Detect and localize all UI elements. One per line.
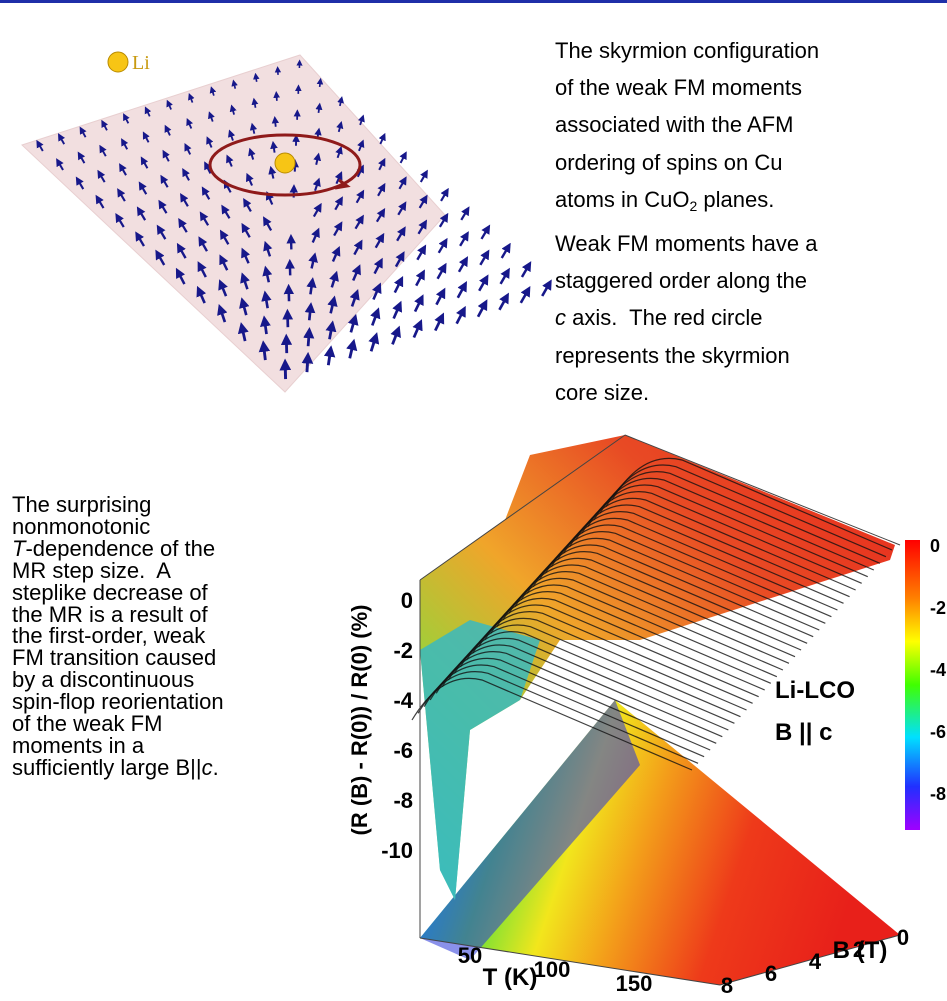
- spin-arrow: [350, 344, 353, 358]
- spin-arrow: [320, 81, 321, 87]
- spin-arrow: [319, 106, 320, 113]
- spin-arrow: [416, 274, 422, 286]
- spin-arrow: [265, 321, 267, 334]
- spin-arrow: [254, 101, 255, 108]
- caption-line: of the weak FM moments: [555, 75, 802, 100]
- spin-arrow: [371, 338, 375, 352]
- caption-line: core size.: [555, 380, 649, 405]
- li-atom: [275, 153, 295, 173]
- spin-arrow: [372, 312, 377, 325]
- spin-arrow: [458, 286, 465, 298]
- caption-line: .: [213, 755, 219, 780]
- spin-arrow: [351, 319, 355, 332]
- li-legend-label: Li: [132, 52, 150, 74]
- z-tick-label: -10: [381, 838, 413, 863]
- spin-arrow: [482, 229, 488, 239]
- caption-line: staggered order along the: [555, 268, 807, 293]
- z-tick-label: -2: [393, 638, 413, 663]
- x-tick-label: 100: [534, 957, 571, 982]
- colorbar-tick-label: -2: [930, 598, 946, 618]
- spin-arrow: [307, 358, 308, 372]
- colorbar: [905, 540, 920, 830]
- spin-arrow: [414, 324, 420, 337]
- spin-arrow: [439, 242, 445, 253]
- z-axis-label: (R (B) - R(0)) / R(0) (%): [347, 605, 372, 836]
- z-tick-label: -6: [393, 738, 413, 763]
- b-tick-label: 6: [765, 961, 777, 986]
- colorbar-tick-label: -4: [930, 660, 946, 680]
- spin-arrow: [441, 192, 447, 201]
- spin-arrow: [309, 307, 310, 320]
- caption-line: represents the skyrmion: [555, 343, 790, 368]
- page: Li 0-2-4-6-8-1050100150024680-2-4-6-8 (R…: [0, 0, 947, 1001]
- caption-line: ordering of spins on Cu: [555, 150, 782, 175]
- spin-arrow: [264, 346, 266, 360]
- b-tick-label: 0: [897, 925, 909, 950]
- caption-line: Weak FM moments have a: [555, 231, 817, 256]
- annotation: B || c: [775, 719, 832, 746]
- italic-text: c: [202, 755, 213, 780]
- spin-arrow: [256, 76, 257, 82]
- colorbar-tick-label: -8: [930, 784, 946, 804]
- x-tick-label: 50: [458, 943, 482, 968]
- annotation: Li-LCO: [775, 677, 855, 704]
- spin-arrow: [542, 284, 549, 296]
- spin-arrow: [438, 267, 445, 279]
- z-tick-label: 0: [401, 588, 413, 613]
- spin-arrow: [275, 120, 276, 127]
- spin-arrow: [308, 333, 309, 347]
- caption-line: sufficiently large B||: [12, 755, 202, 780]
- spin-arrow: [310, 282, 312, 294]
- spin-arrow: [457, 311, 464, 324]
- spin-arrow: [380, 136, 383, 144]
- x-tick-label: 150: [616, 971, 653, 996]
- spin-arrow: [401, 155, 405, 163]
- li-legend-marker: [108, 52, 128, 72]
- spin-arrow: [436, 292, 442, 304]
- b-tick-label: 4: [809, 949, 822, 974]
- spin-arrow: [479, 279, 486, 291]
- caption-line: planes.: [697, 187, 774, 212]
- spin-arrow: [417, 249, 423, 260]
- spin-arrow: [394, 306, 400, 319]
- spin-arrow: [501, 272, 508, 284]
- t-axis-label: T (K): [483, 964, 538, 991]
- spin-arrow: [502, 247, 509, 258]
- spin-arrow: [460, 235, 466, 246]
- spin-arrow: [273, 145, 274, 153]
- lattice-plane: [22, 55, 445, 392]
- spin-arrow: [421, 173, 426, 182]
- b-axis-label: B (T): [833, 937, 888, 964]
- spin-arrow: [521, 291, 528, 303]
- z-tick-label: -8: [393, 788, 413, 813]
- spin-arrow: [461, 210, 467, 220]
- spin-arrow: [395, 281, 401, 293]
- caption-line: The skyrmion configuration: [555, 38, 819, 63]
- spin-arrow: [480, 254, 487, 265]
- colorbar-tick-label: -6: [930, 722, 946, 742]
- caption-line: axis. The red circle: [566, 305, 762, 330]
- spin-arrow: [328, 351, 330, 365]
- spin-arrow: [499, 297, 506, 310]
- z-tick-label: -4: [393, 688, 413, 713]
- caption-line: associated with the AFM: [555, 112, 793, 137]
- spin-arrow: [522, 265, 529, 277]
- spin-arrow: [393, 331, 398, 345]
- spin-arrow: [435, 317, 441, 330]
- b-tick-label: 8: [721, 973, 733, 998]
- spin-arrow: [459, 260, 466, 271]
- top-rule: [0, 0, 947, 3]
- spin-arrow: [478, 304, 485, 317]
- colorbar-tick-label: 0: [930, 536, 940, 556]
- caption-line: atoms in CuO: [555, 187, 690, 212]
- spin-arrow: [415, 299, 421, 312]
- caption-top: The skyrmion configuration of the weak F…: [555, 32, 819, 411]
- caption-bottom: The surprising nonmonotonic T-dependence…: [12, 494, 224, 779]
- italic-text: c: [555, 305, 566, 330]
